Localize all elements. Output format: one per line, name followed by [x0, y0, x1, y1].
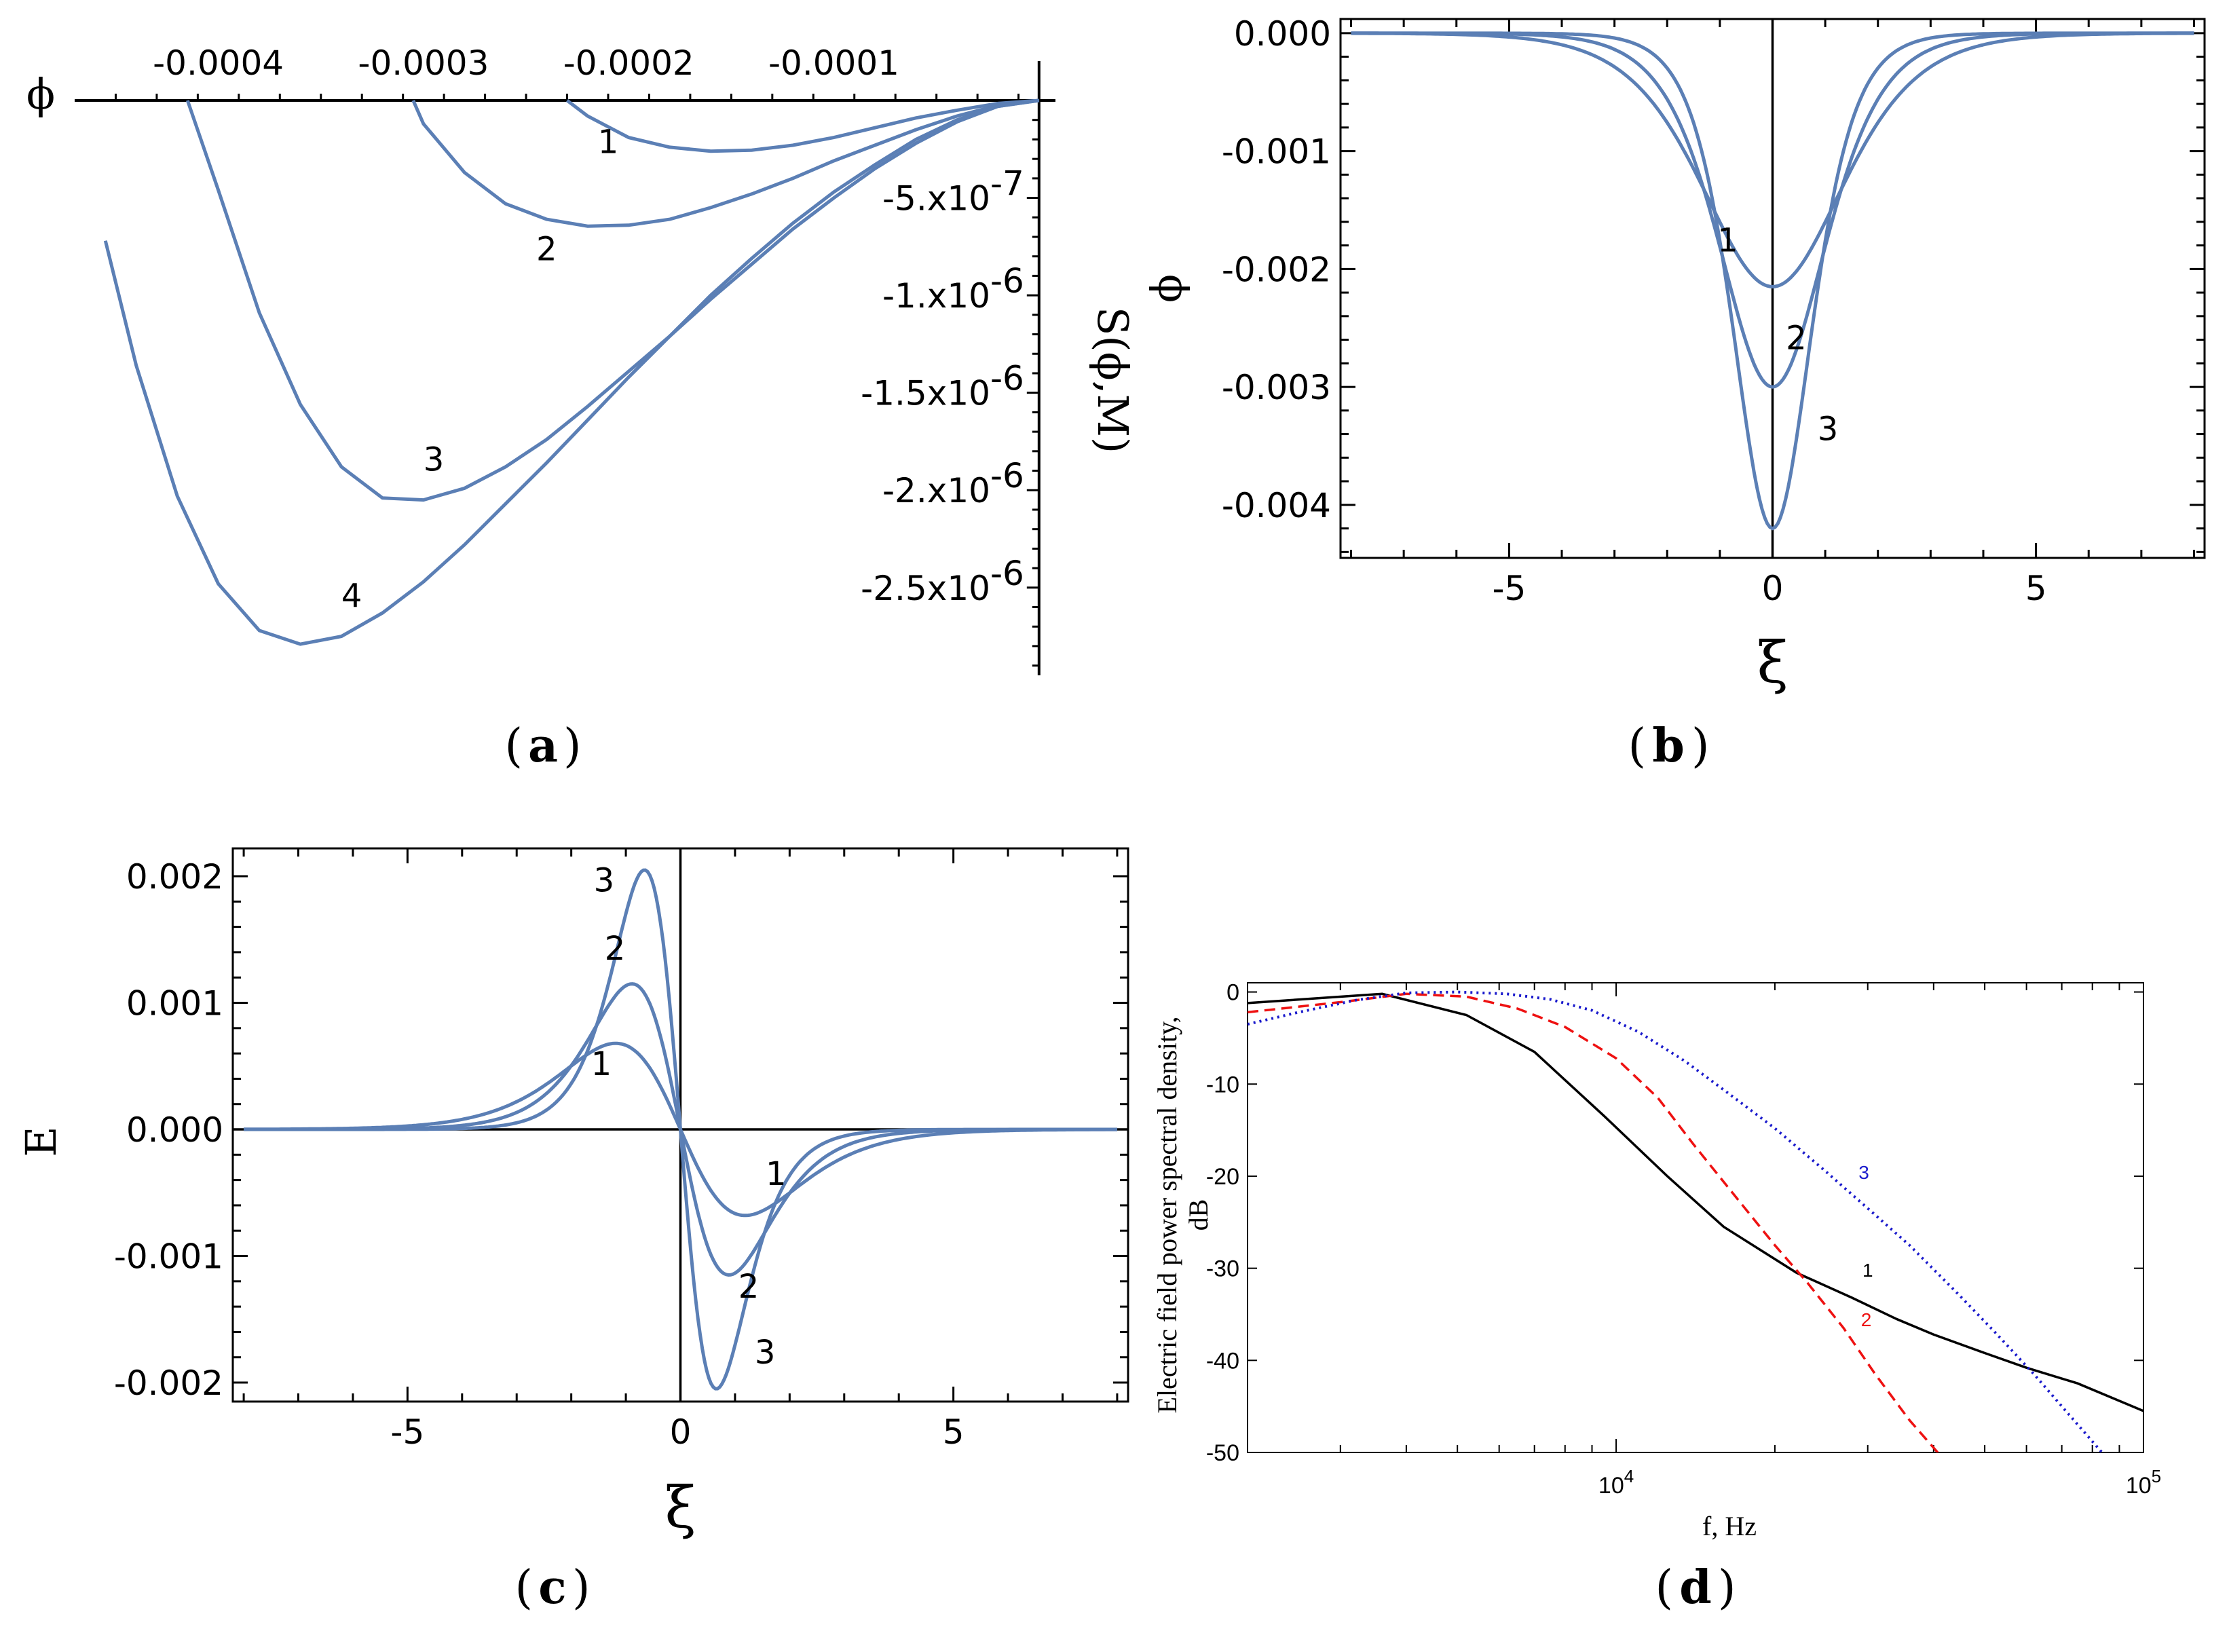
panel-caption-d: ( d ): [1655, 1560, 1736, 1615]
chart-d-y-tick-label: -10: [1206, 1072, 1239, 1097]
chart-b-x-tick-label: 5: [2025, 569, 2047, 608]
chart-d-y-tick-label: -40: [1206, 1348, 1239, 1374]
chart-d-y-tick-label: -50: [1206, 1440, 1239, 1466]
chart-c-x-tick-label: -5: [390, 1412, 424, 1452]
chart-d-y-tick-label: -20: [1206, 1164, 1239, 1190]
chart-b-curve-label: 3: [1818, 410, 1839, 448]
chart-c-x-tick-label: 5: [943, 1412, 964, 1452]
chart-a-y-tick-label: -2.5x10-6: [861, 554, 1024, 608]
chart-c-curve-label: 3: [594, 861, 615, 899]
chart-a-curve-label: 2: [536, 230, 557, 268]
chart-c: -5 0 5 0.002 0.001 0.000 -0.001 -0.002 ξ E 3 2 1 1 2 3: [16, 847, 1129, 1541]
chart-d-frame: [1247, 982, 2144, 1453]
chart-c-curve-label: 1: [766, 1155, 787, 1193]
chart-d-series-3: [1248, 990, 2104, 1452]
panel-caption-c-letter: c: [538, 1560, 566, 1615]
chart-c-ylabel: E: [16, 1126, 66, 1157]
chart-a: -0.0004 -0.0003 -0.0002 -0.0001 -5.x10-7 -1.x…: [26, 43, 1138, 675]
chart-a-ylabel: S(ϕ,M): [1088, 307, 1138, 453]
panel-caption-b: ( b ): [1628, 719, 1709, 773]
panel-caption-b-letter: b: [1652, 719, 1685, 773]
panel-caption-b-close: ): [1691, 719, 1710, 773]
panel-caption-d-open: (: [1655, 1561, 1673, 1615]
chart-b-y-tick-label: -0.001: [1222, 132, 1331, 172]
chart-a-curve-label: 4: [341, 578, 362, 616]
chart-b-x-tick-label: -5: [1492, 569, 1526, 608]
panel-caption-c-close: ): [572, 1561, 591, 1615]
chart-c-curve-label: 3: [755, 1334, 776, 1372]
chart-d-curve-label: 1: [1862, 1260, 1873, 1281]
chart-d-curve-label: 2: [1861, 1309, 1872, 1330]
chart-d-y-tick-label: -30: [1206, 1256, 1239, 1282]
chart-a-x-tick-label: -0.0004: [153, 43, 284, 83]
panel-caption-c: ( c ): [514, 1560, 590, 1615]
chart-b-y-tick-label: -0.003: [1222, 368, 1331, 407]
chart-b-curve-label: 2: [1786, 319, 1807, 357]
panel-caption-d-close: ): [1718, 1561, 1736, 1615]
chart-b-series-3: [1351, 31, 2194, 531]
chart-b-ylabel: ϕ: [1142, 274, 1191, 303]
chart-b-xlabel: ξ: [1757, 629, 1788, 696]
chart-a-series-3: [185, 98, 1040, 502]
panel-caption-a: ( a ): [504, 719, 581, 773]
chart-a-curve-label: 3: [424, 441, 445, 479]
chart-c-series-3: [244, 868, 1117, 1391]
chart-d-x-tick-label: 104: [1598, 1466, 1634, 1499]
chart-b-y-tick-label: -0.004: [1222, 486, 1331, 525]
chart-d-ylabel: Electric field power spectral density,dB: [1152, 1017, 1214, 1414]
chart-a-y-tick-label: -1.x10-6: [882, 261, 1024, 316]
chart-a-xlabel: ϕ: [26, 69, 55, 119]
chart-c-y-tick-label: 0.000: [126, 1110, 223, 1150]
chart-c-x-tick-label: 0: [670, 1412, 692, 1452]
chart-d: 0 -10 -20 -30 -40 -50 104 105 f, Hz Electric fiel…: [1152, 980, 2161, 1541]
chart-c-y-tick-label: 0.002: [126, 857, 223, 897]
chart-a-series-2: [411, 98, 1040, 228]
chart-c-y-tick-label: -0.002: [114, 1364, 223, 1403]
chart-c-curve-label: 2: [605, 930, 626, 968]
chart-d-y-tick-label: 0: [1226, 980, 1239, 1006]
chart-c-y-tick-label: 0.001: [126, 984, 223, 1024]
chart-c-y-tick-label: -0.001: [114, 1237, 223, 1277]
panel-caption-c-open: (: [514, 1561, 533, 1615]
chart-c-curve-label: 2: [738, 1268, 760, 1306]
chart-b: -5 0 5 0.000 -0.001 -0.002 -0.003 -0.004 ξ ϕ 1 2 3: [1142, 14, 2206, 696]
panel-caption-a-close: ): [563, 719, 582, 773]
chart-b-series-1: [1351, 31, 2194, 288]
panel-caption-a-letter: a: [528, 719, 558, 773]
chart-d-x-tick-label: 105: [2126, 1466, 2161, 1499]
panel-caption-b-open: (: [1628, 719, 1646, 773]
chart-a-curve-label: 1: [598, 124, 619, 162]
chart-a-y-tick-label: -5.x10-7: [882, 164, 1024, 219]
chart-d-series-2: [1248, 992, 1940, 1452]
panel-caption-a-open: (: [504, 719, 523, 773]
chart-b-y-tick-label: -0.002: [1222, 250, 1331, 289]
chart-a-y-tick-label: -1.5x10-6: [861, 359, 1024, 413]
chart-b-curve-label: 1: [1717, 221, 1738, 259]
chart-c-curve-label: 1: [591, 1045, 612, 1083]
chart-d-curve-label: 3: [1858, 1162, 1869, 1183]
chart-d-series-1: [1248, 992, 2143, 1412]
chart-d-xlabel: f, Hz: [1702, 1511, 1757, 1541]
chart-a-series-1: [565, 98, 1039, 153]
chart-a-x-tick-label: -0.0002: [563, 43, 694, 83]
chart-b-x-tick-label: 0: [1762, 569, 1784, 608]
chart-c-xlabel: ξ: [664, 1474, 696, 1541]
chart-a-y-tick-label: -2.x10-6: [882, 456, 1024, 510]
chart-b-y-tick-label: 0.000: [1234, 14, 1331, 54]
chart-a-x-tick-label: -0.0003: [358, 43, 489, 83]
panel-caption-d-letter: d: [1679, 1560, 1712, 1615]
chart-a-x-tick-label: -0.0001: [768, 43, 899, 83]
chart-a-series-4: [103, 98, 1040, 646]
